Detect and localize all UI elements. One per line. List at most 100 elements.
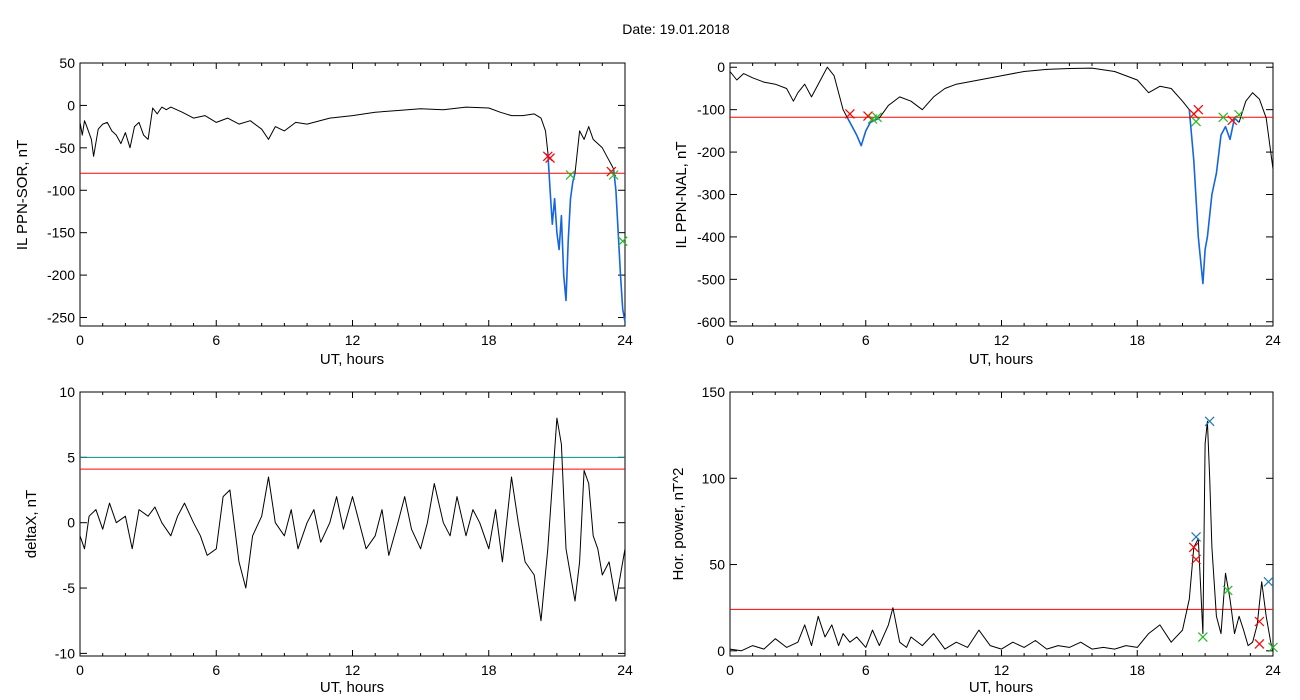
x-tick-label: 0 bbox=[726, 332, 734, 348]
y-tick-label: -5 bbox=[63, 580, 76, 596]
series-line bbox=[574, 126, 615, 174]
plot-area bbox=[79, 391, 626, 657]
x-marker bbox=[1268, 642, 1278, 653]
x-marker-stroke bbox=[1263, 576, 1274, 587]
y-tick-label: 0 bbox=[717, 59, 725, 75]
y-tick-label: 0 bbox=[67, 515, 75, 531]
x-marker bbox=[1227, 115, 1238, 126]
x-marker-stroke bbox=[1227, 115, 1238, 126]
x-marker bbox=[608, 170, 619, 180]
y-tick-label: -500 bbox=[697, 271, 725, 287]
x-marker bbox=[872, 112, 882, 123]
x-marker-stroke bbox=[608, 170, 619, 180]
x-marker bbox=[1188, 542, 1199, 553]
x-marker-stroke bbox=[844, 108, 855, 119]
y-tick-label: 50 bbox=[709, 557, 725, 573]
x-marker bbox=[863, 111, 873, 121]
x-marker-stroke bbox=[565, 170, 576, 180]
x-marker bbox=[1191, 554, 1201, 565]
x-tick-label: 6 bbox=[212, 662, 220, 678]
x-tick-label: 6 bbox=[862, 332, 870, 348]
x-axis-label: UT, hours bbox=[320, 351, 384, 368]
panel-ppn-sor: 0 6 12 18 24 50 0 -50 -100 -150 -200 -250 IL PPN-SO… bbox=[14, 55, 633, 368]
x-marker bbox=[1193, 104, 1204, 115]
x-tick-label: 18 bbox=[481, 332, 497, 348]
x-marker bbox=[844, 108, 855, 119]
x-tick-label: 6 bbox=[212, 332, 220, 348]
y-tick-label: 0 bbox=[717, 643, 725, 659]
y-tick-label: 0 bbox=[67, 97, 75, 113]
x-marker bbox=[1204, 416, 1215, 427]
y-tick-label: -400 bbox=[697, 229, 725, 245]
plot-area bbox=[729, 62, 1274, 327]
x-tick-label: 24 bbox=[617, 662, 633, 678]
x-axis-label: UT, hours bbox=[969, 679, 1033, 696]
x-axis-label: UT, hours bbox=[320, 679, 384, 696]
x-marker-stroke bbox=[1191, 116, 1201, 127]
x-tick-label: 6 bbox=[862, 662, 870, 678]
x-marker bbox=[1218, 112, 1229, 123]
y-tick-label: 150 bbox=[702, 384, 726, 400]
series-line bbox=[79, 417, 626, 622]
y-tick-label: -100 bbox=[697, 102, 725, 118]
y-axis-label: Hor. power, nT^2 bbox=[670, 468, 687, 581]
x-marker-stroke bbox=[1218, 112, 1229, 123]
x-marker-stroke bbox=[1222, 585, 1233, 596]
x-marker-stroke bbox=[1191, 554, 1201, 565]
x-marker bbox=[1263, 576, 1274, 587]
x-marker-stroke bbox=[1234, 109, 1244, 120]
x-tick-label: 0 bbox=[76, 332, 84, 348]
x-tick-label: 12 bbox=[345, 332, 361, 348]
x-marker bbox=[565, 170, 576, 180]
x-marker-stroke bbox=[1193, 104, 1204, 115]
dyn-layer: 0 6 12 18 24 10 5 0 -5 -10 bbox=[55, 384, 633, 678]
x-tick-label: 12 bbox=[345, 662, 361, 678]
x-tick-label: 12 bbox=[994, 662, 1010, 678]
x-marker bbox=[617, 236, 628, 247]
x-tick-label: 24 bbox=[1265, 662, 1281, 678]
x-marker-stroke bbox=[606, 166, 617, 177]
x-tick-label: 0 bbox=[726, 662, 734, 678]
x-tick-label: 24 bbox=[1265, 332, 1281, 348]
x-tick-label: 18 bbox=[1129, 662, 1145, 678]
y-axis-label: IL PPN-SOR, nT bbox=[14, 140, 31, 250]
panel-delta-x: 0 6 12 18 24 10 5 0 -5 -10 deltaX, nT UT, hours bbox=[23, 384, 633, 696]
figure-title: Date: 19.01.2018 bbox=[622, 21, 730, 37]
series-line bbox=[79, 106, 549, 157]
series-line bbox=[878, 67, 1190, 119]
panel-ppn-nal: 0 6 12 18 24 0 -100 -200 -300 -400 -500 -600 IL PPN… bbox=[673, 59, 1281, 368]
x-marker-stroke bbox=[1191, 532, 1201, 542]
y-tick-label: -200 bbox=[697, 144, 725, 160]
x-marker-stroke bbox=[545, 153, 555, 163]
x-tick-label: 18 bbox=[1129, 332, 1145, 348]
x-marker-stroke bbox=[1197, 632, 1208, 642]
dyn-layer: 0 6 12 18 24 150 100 50 0 bbox=[702, 384, 1281, 678]
y-axis-label: deltaX, nT bbox=[23, 490, 40, 558]
y-tick-label: -50 bbox=[55, 140, 75, 156]
x-tick-label: 24 bbox=[617, 332, 633, 348]
dyn-layer: 0 6 12 18 24 50 0 -50 -100 -150 -200 -250 bbox=[47, 55, 633, 348]
x-marker-stroke bbox=[1254, 638, 1265, 649]
y-tick-label: 100 bbox=[702, 470, 726, 486]
panel-hor-power: 0 6 12 18 24 150 100 50 0 Hor. power, nT^2 UT, h… bbox=[670, 384, 1281, 696]
x-marker-stroke bbox=[1204, 416, 1215, 427]
x-marker-stroke bbox=[1268, 642, 1278, 653]
x-axis-label: UT, hours bbox=[969, 351, 1033, 368]
y-tick-label: -150 bbox=[47, 225, 75, 241]
x-marker bbox=[1234, 109, 1244, 120]
series-line bbox=[1188, 109, 1240, 285]
x-marker bbox=[1191, 116, 1201, 127]
x-marker bbox=[1191, 532, 1201, 542]
y-tick-label: -200 bbox=[47, 267, 75, 283]
y-tick-label: 5 bbox=[67, 449, 75, 465]
series-line bbox=[547, 152, 576, 302]
y-tick-label: -100 bbox=[47, 182, 75, 198]
plot-area bbox=[729, 391, 1274, 657]
x-marker-stroke bbox=[872, 112, 882, 123]
x-marker-stroke bbox=[617, 236, 628, 247]
x-marker bbox=[1254, 638, 1265, 649]
x-marker bbox=[1197, 632, 1208, 642]
series-line bbox=[729, 66, 849, 119]
x-tick-label: 18 bbox=[481, 662, 497, 678]
